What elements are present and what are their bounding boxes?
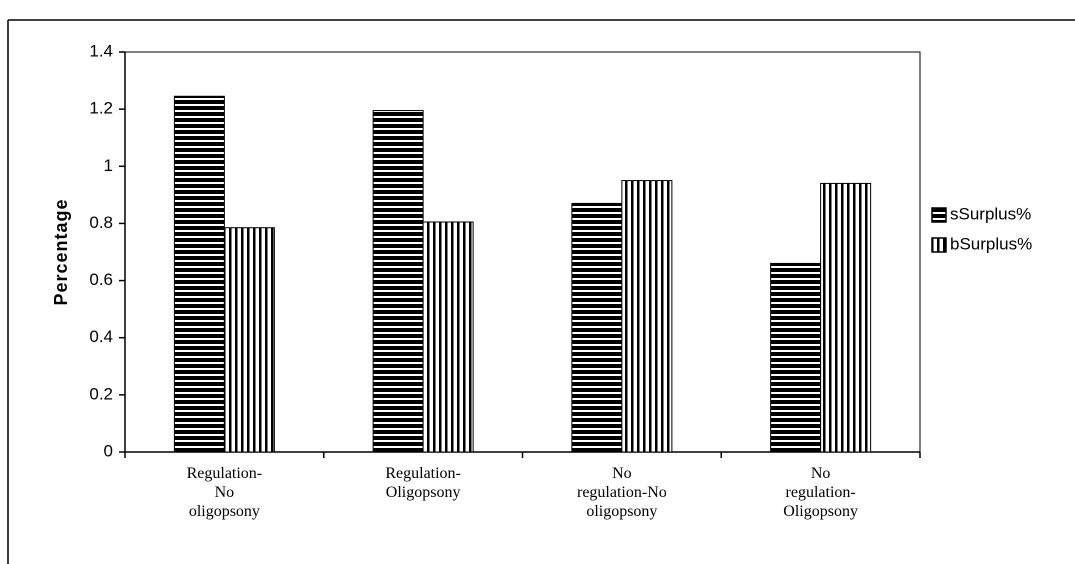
bar	[621, 180, 673, 453]
x-tick-label: Regulation- No oligopsony	[186, 465, 263, 520]
legend-label: bSurplus%	[950, 234, 1032, 253]
x-tick-label: No regulation- Oligopsony	[783, 465, 858, 520]
bar	[820, 182, 872, 453]
legend-swatch	[931, 207, 947, 223]
bar	[422, 221, 474, 453]
y-tick-label: 0.2	[89, 384, 113, 403]
bar	[571, 202, 623, 453]
bar	[372, 110, 424, 453]
x-tick-label: Regulation- Oligopsony	[385, 465, 461, 501]
bar	[770, 262, 822, 453]
bar	[173, 95, 225, 453]
legend-swatch	[931, 237, 947, 253]
legend-label: sSurplus%	[950, 204, 1031, 223]
bar	[223, 227, 275, 453]
y-tick-label: 0	[104, 441, 113, 460]
y-axis-title: Percentage	[51, 198, 71, 305]
y-tick-label: 0.6	[89, 270, 113, 289]
x-tick-label: No regulation-No oligopsony	[577, 465, 667, 520]
y-tick-label: 0.4	[89, 327, 113, 346]
y-tick-label: 1	[104, 156, 113, 175]
y-tick-label: 1.4	[89, 41, 113, 60]
y-tick-label: 1.2	[89, 99, 113, 118]
y-tick-label: 0.8	[89, 213, 113, 232]
